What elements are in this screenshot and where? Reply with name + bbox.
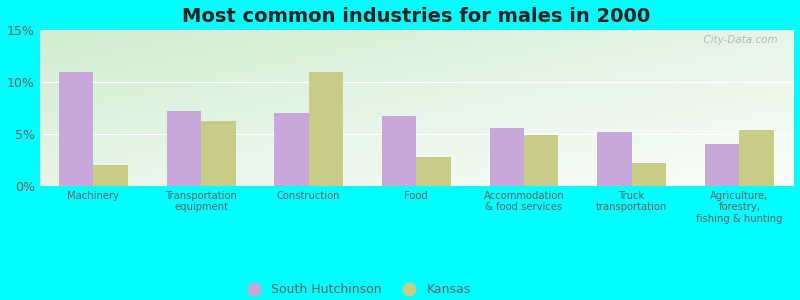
Bar (632, 163, 666, 186)
Bar (739, 130, 774, 186)
Bar (309, 72, 343, 186)
Bar (416, 157, 451, 186)
Bar (705, 145, 739, 186)
Bar (166, 111, 201, 186)
Legend: South Hutchinson, Kansas: South Hutchinson, Kansas (236, 278, 476, 300)
Bar (274, 113, 309, 186)
Bar (94, 165, 128, 186)
Text: City-Data.com: City-Data.com (698, 35, 778, 45)
Bar (524, 135, 558, 186)
Bar (490, 128, 524, 186)
Bar (59, 72, 94, 186)
Bar (597, 132, 632, 186)
Bar (201, 121, 235, 186)
Title: Most common industries for males in 2000: Most common industries for males in 2000 (182, 7, 650, 26)
Bar (382, 116, 416, 186)
